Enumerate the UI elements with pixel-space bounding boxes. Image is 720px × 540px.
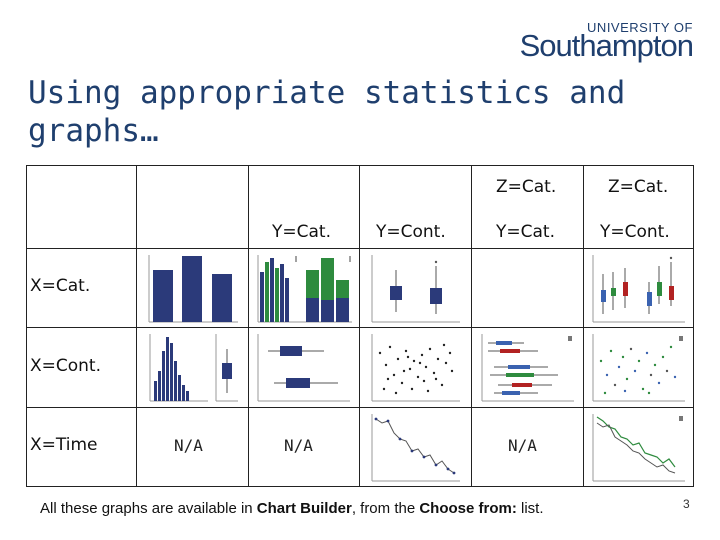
clustered-horizontal-boxplot-thumbnail bbox=[481, 334, 574, 402]
time-series-line-thumbnail bbox=[371, 414, 460, 482]
logo-top-text: UNIVERSITY OF bbox=[587, 20, 693, 35]
y-header-cat-z: Y=Cat. bbox=[496, 222, 555, 242]
na-label: N/A bbox=[508, 436, 537, 455]
table-border-top bbox=[26, 165, 694, 166]
clustered-boxplot-thumbnail bbox=[592, 255, 685, 323]
y-header-cont: Y=Cont. bbox=[376, 222, 446, 242]
horizontal-boxplot-thumbnail bbox=[257, 334, 350, 402]
y-header-cont-z: Y=Cont. bbox=[600, 222, 670, 242]
clustered-stacked-bar-thumbnail bbox=[257, 255, 352, 323]
graph-type-table: Z=Cat. Z=Cat. Y=Cat. Y=Cont. Y=Cat. Y=Co… bbox=[26, 165, 694, 487]
table-border-bottom bbox=[26, 486, 694, 487]
logo-main-text: Southampton bbox=[519, 28, 694, 63]
university-logo: UNIVERSITY OF Southampton bbox=[518, 20, 694, 63]
footer-prefix: All these graphs are available in bbox=[40, 500, 257, 517]
footer-chart-builder: Chart Builder bbox=[256, 500, 352, 517]
page-number: 3 bbox=[683, 497, 690, 511]
table-col-divider bbox=[471, 165, 472, 487]
row-label-x-time: X=Time bbox=[30, 435, 98, 455]
table-col-divider bbox=[136, 165, 137, 487]
na-label: N/A bbox=[174, 436, 203, 455]
table-col-divider bbox=[583, 165, 584, 487]
scatterplot-thumbnail bbox=[371, 334, 460, 402]
boxplot-thumbnail bbox=[371, 255, 460, 323]
row-label-x-cat: X=Cat. bbox=[30, 276, 91, 296]
row-label-x-cont: X=Cont. bbox=[30, 356, 102, 376]
table-row-divider bbox=[26, 327, 694, 328]
footer-mid: , from the bbox=[351, 500, 420, 517]
table-border-right bbox=[693, 165, 694, 487]
grouped-scatterplot-thumbnail bbox=[592, 334, 685, 402]
grouped-time-series-thumbnail bbox=[592, 414, 685, 482]
table-col-divider bbox=[248, 165, 249, 487]
z-header-cat-1: Z=Cat. bbox=[496, 177, 557, 197]
slide-title: Using appropriate statistics and graphs… bbox=[28, 75, 626, 149]
table-header-divider bbox=[26, 248, 694, 249]
footer-suffix: list. bbox=[516, 500, 544, 517]
footer-note: All these graphs are available in Chart … bbox=[40, 500, 544, 517]
bar-chart-thumbnail bbox=[148, 255, 238, 323]
histogram-boxplot-thumbnail bbox=[149, 334, 238, 402]
na-label: N/A bbox=[284, 436, 313, 455]
footer-choose-from: Choose from: bbox=[419, 500, 517, 517]
z-header-cat-2: Z=Cat. bbox=[608, 177, 669, 197]
table-col-divider bbox=[359, 165, 360, 487]
table-border-left bbox=[26, 165, 27, 487]
table-row-divider bbox=[26, 407, 694, 408]
y-header-cat: Y=Cat. bbox=[272, 222, 331, 242]
